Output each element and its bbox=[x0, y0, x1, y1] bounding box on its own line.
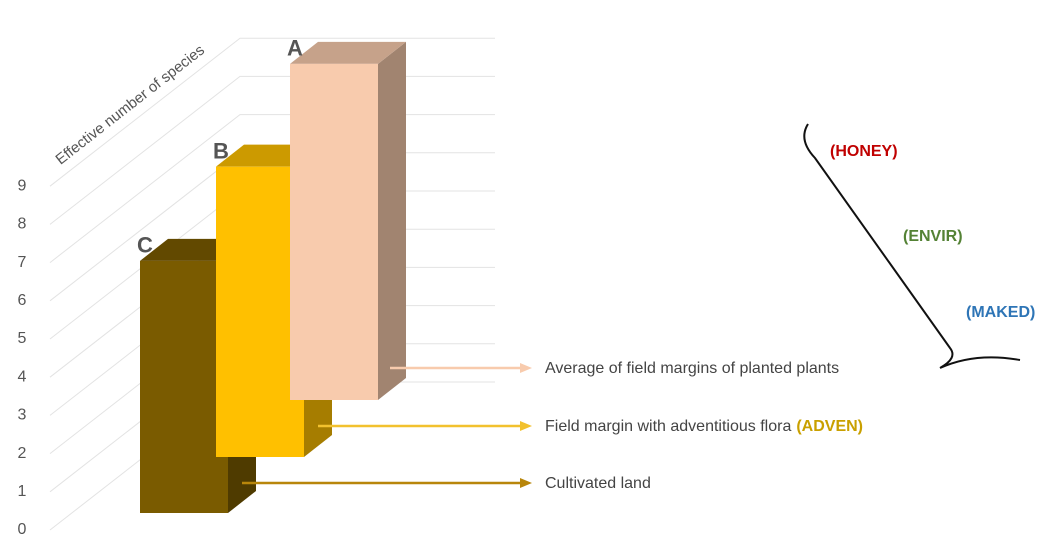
description: Average of field margins of planted plan… bbox=[545, 360, 839, 377]
y-tick-label: 5 bbox=[18, 330, 27, 347]
subgroup-label: (MAKED) bbox=[966, 304, 1035, 321]
arrow-head bbox=[520, 421, 532, 431]
description-text: Cultivated land bbox=[545, 475, 651, 492]
y-tick-label: 7 bbox=[18, 254, 27, 271]
y-tick-label: 1 bbox=[18, 483, 27, 500]
bar bbox=[140, 260, 228, 513]
category-label: C bbox=[137, 233, 153, 258]
y-tick-label: 8 bbox=[18, 216, 27, 233]
arrow-head bbox=[520, 478, 532, 488]
y-tick-label: 0 bbox=[18, 521, 27, 537]
y-tick-label: 2 bbox=[18, 445, 27, 462]
description-code: (ADVEN) bbox=[796, 418, 863, 435]
description: Field margin with adventitious flora (ADV… bbox=[545, 418, 863, 435]
category-label: A bbox=[287, 36, 303, 61]
subgroup-label: (ENVIR) bbox=[903, 228, 963, 245]
bar bbox=[290, 63, 378, 401]
arrow-head bbox=[520, 363, 532, 373]
bar-side bbox=[378, 41, 406, 401]
grid-line bbox=[49, 37, 495, 187]
description: Cultivated land bbox=[545, 475, 651, 492]
bar bbox=[216, 166, 304, 457]
category-label: B bbox=[213, 138, 229, 163]
bracket bbox=[803, 123, 1021, 369]
y-tick-label: 3 bbox=[18, 407, 27, 424]
y-tick-label: 6 bbox=[18, 292, 27, 309]
description-text: Average of field margins of planted plan… bbox=[545, 360, 839, 377]
grid-line bbox=[49, 75, 495, 225]
subgroup-label: (HONEY) bbox=[830, 143, 898, 160]
y-axis-label: Effective number of species bbox=[52, 42, 207, 169]
grid-line bbox=[49, 114, 495, 263]
y-tick-label: 4 bbox=[18, 368, 27, 385]
bar-top bbox=[290, 41, 406, 64]
description-text: Field margin with adventitious flora bbox=[545, 418, 791, 435]
y-tick-label: 9 bbox=[18, 177, 27, 194]
